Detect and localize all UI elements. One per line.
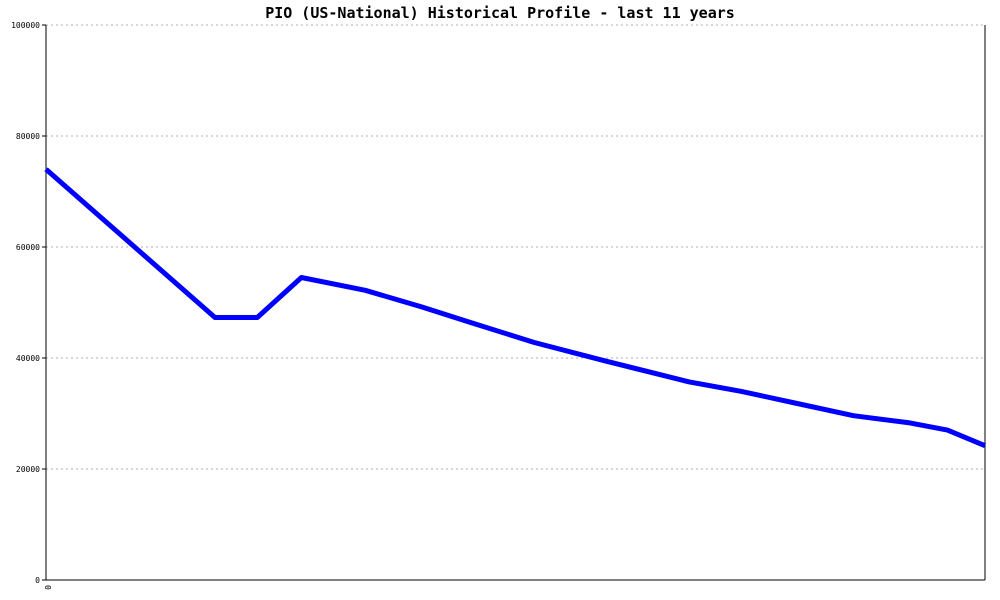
y-tick-label: 100000 [11, 21, 40, 30]
y-tick-label: 20000 [16, 465, 40, 474]
chart-title: PIO (US-National) Historical Profile - l… [265, 4, 735, 22]
gridlines [46, 24, 985, 470]
y-tick-label: 80000 [16, 132, 40, 141]
x-axis-ticks: 0 [43, 585, 52, 590]
x-tick-label: 0 [43, 585, 52, 590]
axes [45, 25, 986, 581]
y-axis-ticks: 0 20000 40000 60000 80000 100000 [11, 21, 46, 585]
y-tick-label: 0 [35, 576, 40, 585]
y-tick-label: 40000 [16, 354, 40, 363]
series-line [44, 167, 986, 449]
series-layer [44, 167, 986, 449]
y-tick-label: 60000 [16, 243, 40, 252]
